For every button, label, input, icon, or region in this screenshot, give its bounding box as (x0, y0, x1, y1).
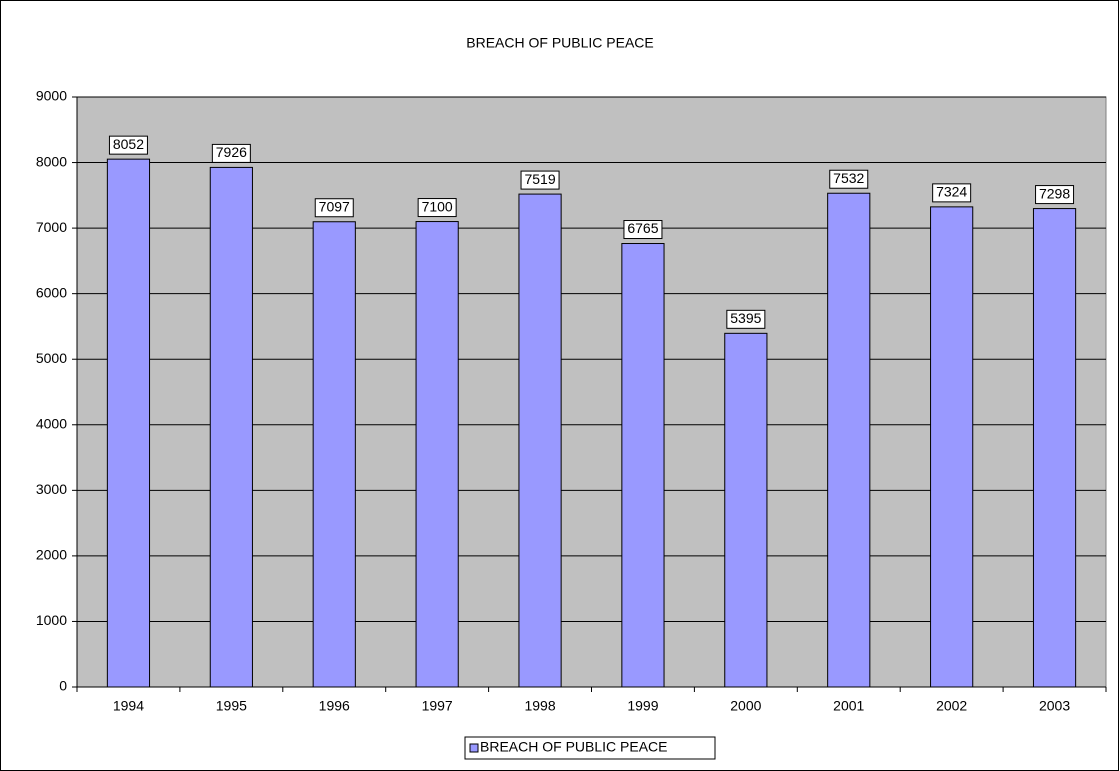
bar (827, 192, 871, 688)
data-label-box (829, 169, 869, 189)
bar (621, 243, 665, 688)
y-tick-label: 2000 (36, 547, 67, 563)
bar (1032, 208, 1077, 688)
data-label-box (314, 198, 354, 218)
y-tick-label: 9000 (36, 88, 67, 104)
data-label-box (726, 309, 766, 329)
legend-box (464, 736, 716, 760)
bar (518, 193, 562, 688)
y-tick-label: 3000 (36, 481, 67, 497)
y-tick-label: 8000 (36, 153, 67, 169)
data-label-box (623, 220, 663, 240)
bar (930, 206, 974, 688)
data-label: 5395 (730, 310, 761, 326)
data-label: 7532 (833, 170, 864, 186)
data-label-box (417, 198, 457, 218)
x-tick-label: 1998 (524, 698, 555, 714)
data-label-box (1035, 185, 1075, 205)
bar (415, 221, 459, 688)
x-tick-label: 2000 (730, 698, 761, 714)
data-label: 7324 (936, 184, 967, 200)
legend-label: BREACH OF PUBLIC PEACE (480, 739, 668, 755)
data-label-box (520, 170, 560, 190)
data-label: 7926 (216, 144, 247, 160)
y-tick-label: 5000 (36, 350, 67, 366)
x-tick-label: 1997 (422, 698, 453, 714)
y-tick-label: 0 (59, 678, 67, 694)
legend-swatch (469, 743, 479, 753)
chart-title: BREACH OF PUBLIC PEACE (466, 35, 654, 51)
data-label: 7100 (422, 198, 453, 214)
x-tick-label: 1994 (113, 698, 144, 714)
y-tick-label: 4000 (36, 415, 67, 431)
data-label: 6765 (627, 220, 658, 236)
x-tick-label: 1995 (216, 698, 247, 714)
x-tick-label: 2003 (1039, 698, 1070, 714)
data-label: 7519 (524, 171, 555, 187)
bar (724, 332, 768, 688)
x-tick-label: 1999 (627, 698, 658, 714)
data-label-box (211, 143, 251, 163)
bar (312, 221, 356, 688)
y-tick-label: 7000 (36, 219, 67, 235)
data-label: 8052 (113, 136, 144, 152)
x-tick-label: 2001 (833, 698, 864, 714)
data-label: 7097 (319, 198, 350, 214)
bar (209, 166, 253, 688)
y-tick-label: 1000 (36, 612, 67, 628)
x-tick-label: 1996 (319, 698, 350, 714)
bar (106, 158, 151, 688)
data-label: 7298 (1039, 185, 1070, 201)
data-label-box (108, 135, 148, 155)
y-tick-label: 6000 (36, 284, 67, 300)
x-tick-label: 2002 (936, 698, 967, 714)
data-label-box (932, 183, 972, 203)
